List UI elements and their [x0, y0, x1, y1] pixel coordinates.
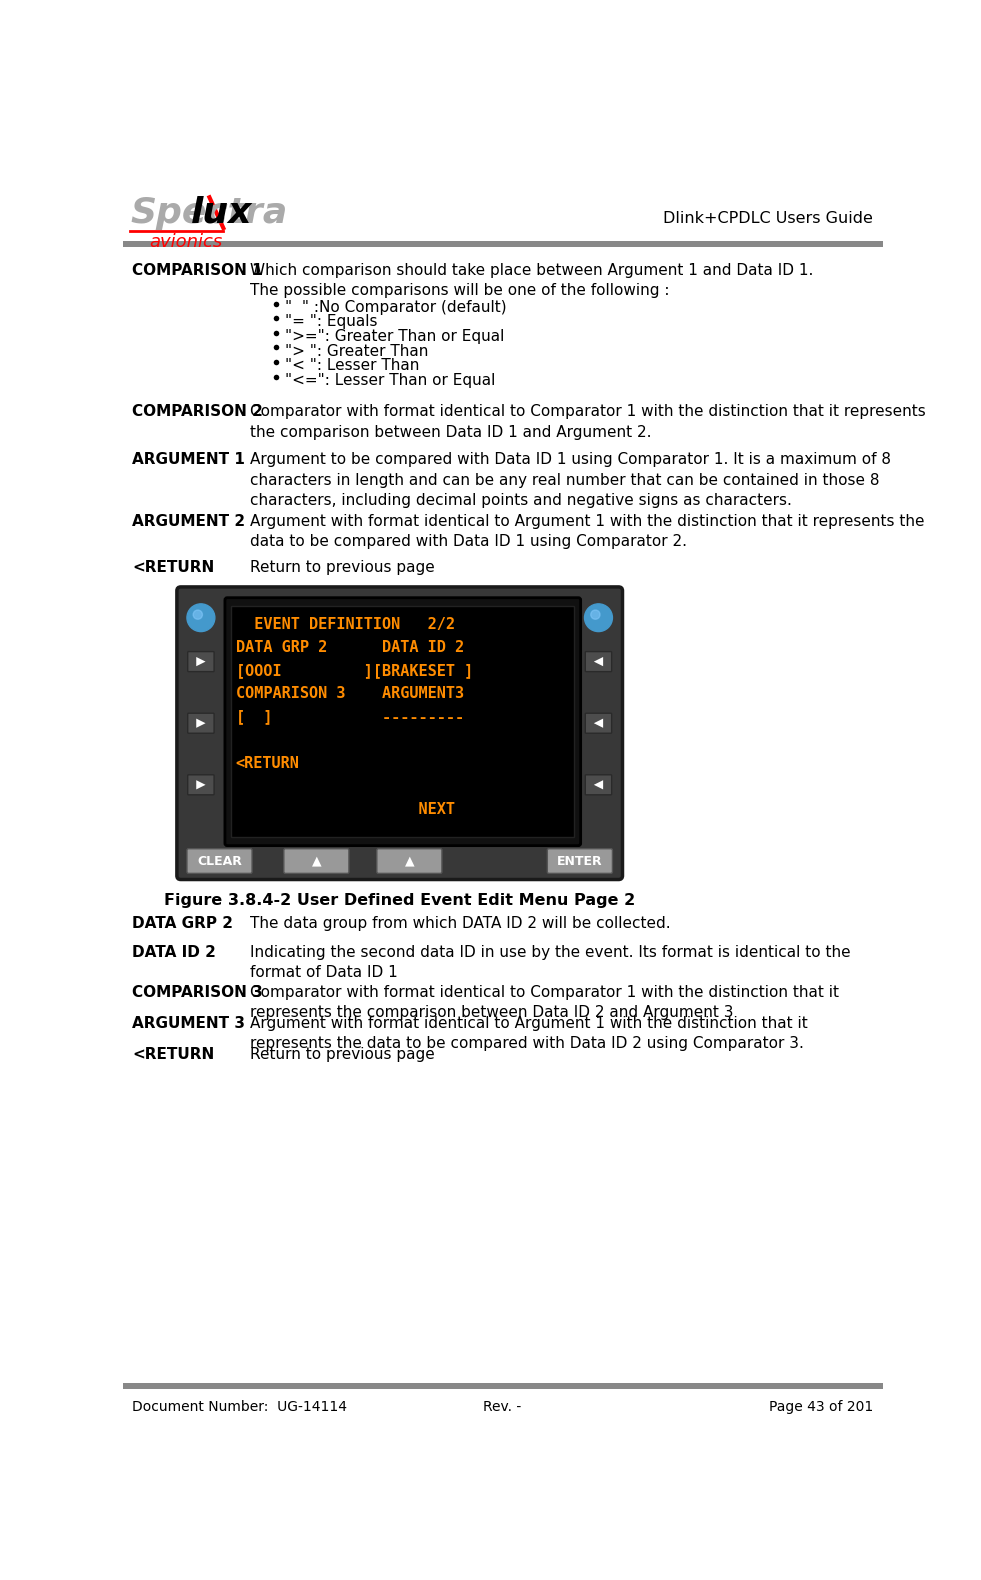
Text: Rev. -: Rev. - — [484, 1400, 522, 1414]
FancyBboxPatch shape — [177, 586, 623, 880]
Text: ▲: ▲ — [312, 855, 321, 867]
Bar — [232, 607, 575, 837]
Text: "> ": Greater Than: "> ": Greater Than — [285, 343, 429, 359]
Text: "= ": Equals: "= ": Equals — [285, 314, 378, 329]
Text: COMPARISON 3: COMPARISON 3 — [131, 984, 263, 1000]
Text: COMPARISON 3    ARGUMENT3: COMPARISON 3 ARGUMENT3 — [235, 686, 464, 702]
Text: Argument with format identical to Argument 1 with the distinction that it repres: Argument with format identical to Argume… — [250, 514, 925, 550]
Text: DATA ID 2: DATA ID 2 — [131, 945, 216, 961]
Text: Comparator with format identical to Comparator 1 with the distinction that it re: Comparator with format identical to Comp… — [250, 404, 926, 439]
Circle shape — [187, 604, 215, 632]
Text: Dlink+CPDLC Users Guide: Dlink+CPDLC Users Guide — [663, 212, 873, 226]
FancyBboxPatch shape — [586, 774, 611, 795]
Text: Return to previous page: Return to previous page — [250, 559, 436, 575]
Text: COMPARISON 2: COMPARISON 2 — [131, 404, 263, 419]
FancyBboxPatch shape — [586, 651, 611, 671]
FancyBboxPatch shape — [284, 848, 349, 874]
Text: Argument to be compared with Data ID 1 using Comparator 1. It is a maximum of 8
: Argument to be compared with Data ID 1 u… — [250, 452, 892, 507]
Text: Argument with format identical to Argument 1 with the distinction that it
repres: Argument with format identical to Argume… — [250, 1016, 808, 1051]
Text: Comparator with format identical to Comparator 1 with the distinction that it
re: Comparator with format identical to Comp… — [250, 984, 840, 1021]
Text: Spectra: Spectra — [130, 196, 287, 229]
Text: The possible comparisons will be one of the following :: The possible comparisons will be one of … — [250, 283, 670, 297]
Text: Page 43 of 201: Page 43 of 201 — [768, 1400, 873, 1414]
Polygon shape — [196, 781, 206, 790]
Text: Which comparison should take place between Argument 1 and Data ID 1.: Which comparison should take place betwe… — [250, 262, 814, 278]
Text: "< ": Lesser Than: "< ": Lesser Than — [285, 359, 420, 373]
FancyBboxPatch shape — [225, 597, 581, 845]
Text: ▲: ▲ — [404, 855, 414, 867]
Text: Return to previous page: Return to previous page — [250, 1046, 436, 1062]
Text: <RETURN: <RETURN — [131, 559, 214, 575]
Text: ENTER: ENTER — [557, 855, 602, 867]
Text: <RETURN: <RETURN — [235, 755, 299, 771]
Polygon shape — [594, 781, 603, 790]
FancyBboxPatch shape — [377, 848, 441, 874]
Text: The data group from which DATA ID 2 will be collected.: The data group from which DATA ID 2 will… — [250, 916, 671, 931]
Circle shape — [591, 610, 600, 619]
Text: COMPARISON 1: COMPARISON 1 — [131, 262, 263, 278]
FancyBboxPatch shape — [547, 848, 612, 874]
FancyBboxPatch shape — [187, 651, 214, 671]
Text: ARGUMENT 1: ARGUMENT 1 — [131, 452, 245, 468]
Text: [OOOI         ][BRAKESET ]: [OOOI ][BRAKESET ] — [235, 664, 473, 678]
Text: ARGUMENT 3: ARGUMENT 3 — [131, 1016, 245, 1030]
Text: avionics: avionics — [150, 234, 223, 251]
Bar — [123, 242, 883, 248]
Text: Document Number:  UG-14114: Document Number: UG-14114 — [131, 1400, 347, 1414]
FancyBboxPatch shape — [586, 713, 611, 733]
Text: ">=": Greater Than or Equal: ">=": Greater Than or Equal — [285, 329, 505, 344]
Text: ARGUMENT 2: ARGUMENT 2 — [131, 514, 245, 529]
Text: Indicating the second data ID in use by the event. Its format is identical to th: Indicating the second data ID in use by … — [250, 945, 852, 980]
Circle shape — [585, 604, 612, 632]
Polygon shape — [196, 719, 206, 728]
Text: <RETURN: <RETURN — [131, 1046, 214, 1062]
Text: EVENT DEFINITION   2/2: EVENT DEFINITION 2/2 — [235, 616, 455, 632]
Text: Figure 3.8.4-2 User Defined Event Edit Menu Page 2: Figure 3.8.4-2 User Defined Event Edit M… — [164, 893, 636, 907]
Text: lux: lux — [191, 196, 252, 229]
FancyBboxPatch shape — [187, 774, 214, 795]
Text: DATA GRP 2      DATA ID 2: DATA GRP 2 DATA ID 2 — [235, 640, 464, 656]
Text: CLEAR: CLEAR — [197, 855, 242, 867]
Text: "  " :No Comparator (default): " " :No Comparator (default) — [285, 300, 507, 314]
Polygon shape — [594, 657, 603, 667]
Text: NEXT: NEXT — [235, 801, 455, 817]
Text: "<=": Lesser Than or Equal: "<=": Lesser Than or Equal — [285, 373, 495, 387]
Polygon shape — [196, 657, 206, 667]
Text: [  ]            ---------: [ ] --------- — [235, 709, 464, 724]
Bar — [123, 1382, 883, 1389]
Text: DATA GRP 2: DATA GRP 2 — [131, 916, 232, 931]
Polygon shape — [594, 719, 603, 728]
FancyBboxPatch shape — [187, 848, 252, 874]
Circle shape — [193, 610, 202, 619]
FancyBboxPatch shape — [187, 713, 214, 733]
